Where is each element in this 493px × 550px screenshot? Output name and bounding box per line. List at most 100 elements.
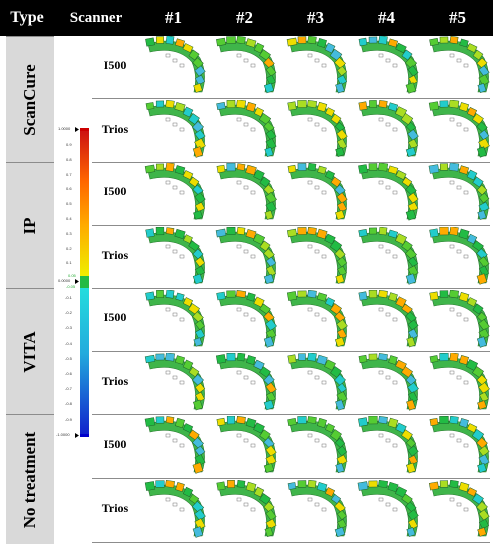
scan-tooth-region	[334, 374, 346, 386]
scan-tooth-region	[263, 248, 275, 260]
scan-tooth-region	[358, 164, 368, 174]
scan-marker	[392, 443, 398, 448]
scan-tooth-region	[194, 192, 206, 204]
scan-marker	[456, 185, 462, 190]
type-cell-no-treatment: No treatment	[6, 414, 54, 544]
scan-tooth-region	[478, 454, 490, 466]
scan-tooth-region	[246, 292, 256, 302]
scan-tooth-region	[476, 273, 488, 285]
scan-tooth-region	[406, 399, 416, 411]
scan-deviation-map	[286, 36, 348, 94]
scan-deviation-map	[144, 353, 206, 411]
scanner-label: Trios	[101, 248, 129, 262]
scan-marker	[392, 380, 398, 385]
legend-tick-label: 0.7	[66, 171, 72, 177]
scan-tooth-region	[194, 328, 206, 340]
scan-tooth-region	[478, 256, 490, 268]
scan-marker	[236, 244, 242, 249]
row-divider	[92, 414, 490, 415]
scan-tooth-region	[335, 399, 345, 411]
scan-tooth-region	[478, 138, 490, 150]
row-divider	[92, 542, 490, 543]
scan-tooth-region	[407, 65, 419, 77]
scan-marker	[236, 433, 242, 438]
scan-tooth-region	[165, 290, 175, 299]
scan-tooth-region	[316, 292, 328, 302]
scan-tooth-region	[194, 509, 206, 521]
scan-deviation-map	[358, 100, 419, 158]
scan-tooth-region	[439, 36, 449, 44]
scan-tooth-region	[368, 36, 378, 44]
scan-tooth-region	[358, 37, 368, 47]
scan-tooth-region	[175, 482, 185, 492]
type-label-ip: IP	[20, 217, 39, 234]
scan-tooth-region	[395, 42, 407, 54]
scan-tooth-region	[378, 290, 388, 299]
scan-tooth-region	[476, 184, 488, 196]
scan-tooth-region	[188, 113, 200, 125]
scan-tooth-region	[439, 163, 449, 171]
scan-tooth-region	[401, 429, 413, 441]
scan-marker	[385, 375, 391, 380]
scan-marker	[314, 375, 320, 380]
scan-marker	[449, 244, 455, 249]
scan-tooth-region	[478, 518, 490, 530]
scan-deviation-map	[357, 480, 419, 537]
scan-tooth-region	[336, 138, 348, 150]
scan-tooth-region	[477, 210, 487, 220]
scan-tooth-region	[263, 273, 275, 285]
scan-marker	[236, 497, 242, 502]
scan-tooth-region	[182, 423, 194, 433]
scan-tooth-region	[336, 391, 348, 403]
header-col-3: #3	[280, 0, 351, 36]
legend-tick-label: -0.2	[65, 310, 72, 316]
scan-marker	[314, 249, 320, 254]
scan-tooth-region	[429, 38, 439, 46]
scan-tooth-region	[155, 416, 165, 424]
scan-tooth-region	[297, 416, 307, 424]
scan-tooth-region	[428, 164, 440, 174]
scan-tooth-region	[387, 481, 399, 493]
scan-tooth-region	[188, 303, 200, 315]
scan-tooth-region	[227, 480, 235, 489]
scan-deviation-map	[287, 163, 348, 221]
scan-tooth-region	[175, 292, 185, 302]
scan-tooth-region	[297, 480, 307, 488]
scan-tooth-region	[165, 163, 175, 172]
scan-tooth-region	[245, 481, 257, 493]
scan-marker	[456, 122, 462, 127]
scan-tooth-region	[194, 518, 206, 530]
scan-tooth-region	[155, 480, 165, 488]
scan-deviation-map	[428, 480, 490, 537]
scan-marker	[463, 254, 469, 259]
legend-tick-label: 0.4	[66, 216, 72, 221]
scan-tooth-region	[287, 418, 297, 426]
scan-tooth-region	[316, 228, 328, 240]
scan-tooth-region	[388, 292, 398, 302]
scan-marker	[243, 312, 249, 317]
scan-deviation-map	[215, 227, 277, 285]
scan-marker	[449, 180, 455, 185]
scan-tooth-region	[263, 462, 275, 474]
scan-tooth-region	[235, 290, 247, 298]
scan-marker	[378, 307, 384, 312]
scan-tooth-region	[388, 355, 398, 365]
scan-tooth-region	[156, 290, 164, 299]
scan-tooth-region	[263, 57, 275, 69]
scan-tooth-region	[297, 100, 307, 108]
scan-tooth-region	[265, 201, 277, 213]
scan-tooth-region	[297, 227, 307, 235]
scan-marker	[378, 117, 384, 122]
scan-tooth-region	[265, 382, 277, 394]
scan-marker	[314, 438, 320, 443]
scan-tooth-region	[194, 382, 206, 394]
scan-marker	[165, 370, 171, 375]
scan-tooth-region	[472, 176, 484, 188]
scan-tooth-region	[265, 65, 277, 77]
scan-tooth-region	[325, 423, 335, 433]
scan-tooth-region	[407, 192, 419, 204]
scan-marker	[179, 507, 185, 512]
scan-tooth-region	[165, 227, 175, 235]
scan-tooth-region	[449, 480, 459, 489]
scan-tooth-region	[192, 146, 204, 158]
